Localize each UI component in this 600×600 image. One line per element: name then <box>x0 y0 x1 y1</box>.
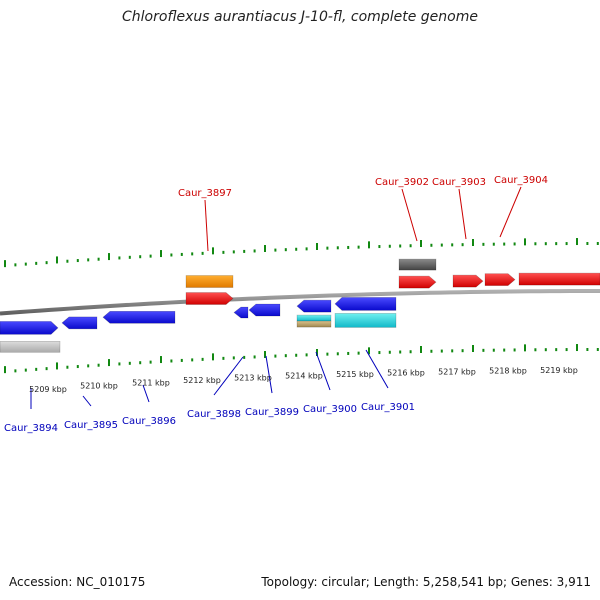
gene-forward <box>452 274 484 288</box>
gene-reverse <box>296 299 332 313</box>
callout-line <box>499 186 522 238</box>
backbone <box>0 289 600 316</box>
gene-label: Caur_3894 <box>4 423 58 434</box>
scale-tick-label: 5212 kbp <box>183 376 221 385</box>
scale-tick-label: 5215 kbp <box>336 370 374 379</box>
callout-line <box>213 356 244 396</box>
feature-gray <box>398 258 437 271</box>
gene-reverse <box>334 297 397 311</box>
scale-tick-label: 5209 kbp <box>29 385 67 394</box>
scale-tick-label: 5210 kbp <box>80 382 118 391</box>
gene-label: Caur_3897 <box>178 188 232 199</box>
scale-tick-label: 5214 kbp <box>285 371 323 380</box>
gene-label: Caur_3904 <box>494 175 548 186</box>
callout-line <box>315 351 331 391</box>
feature-cyan <box>296 314 332 322</box>
backbone-line <box>0 289 600 316</box>
tick-rows <box>4 238 599 374</box>
genome-summary-text: Topology: circular; Length: 5,258,541 bp… <box>261 575 591 589</box>
gene-reverse <box>0 321 59 335</box>
gene-label: Caur_3895 <box>64 420 118 431</box>
gene-forward <box>484 273 516 286</box>
gene-reverse <box>248 303 281 317</box>
gene-label: Caur_3900 <box>303 404 357 415</box>
gene-label: Caur_3903 <box>432 177 486 188</box>
callout-line <box>458 188 467 240</box>
callout-line <box>82 395 92 407</box>
features <box>0 258 600 353</box>
gene-forward <box>185 292 234 305</box>
gene-reverse <box>61 316 98 330</box>
gene-label: Caur_3898 <box>187 409 241 420</box>
callout-line <box>365 349 389 389</box>
feature-orange <box>185 275 234 288</box>
scale-tick-label: 5216 kbp <box>387 368 425 377</box>
gene-reverse <box>102 310 176 324</box>
inner-tick-row <box>4 344 599 374</box>
gene-label: Caur_3901 <box>361 402 415 413</box>
gene-reverse <box>233 306 249 319</box>
gene-forward <box>398 275 437 289</box>
scale-tick-label: 5211 kbp <box>132 379 170 388</box>
gene-label: Caur_3896 <box>122 416 176 427</box>
callout-line <box>142 384 150 403</box>
scale-tick-label: 5219 kbp <box>540 366 578 375</box>
callouts: Caur_3897 Caur_3902 Caur_3903 Caur_3904 Caur… <box>4 175 548 434</box>
callout-line <box>401 188 418 242</box>
scale-tick-label: 5217 kbp <box>438 367 476 376</box>
scale-tick-label: 5213 kbp <box>234 374 272 383</box>
feature-cyan <box>334 313 397 328</box>
gene-label: Caur_3899 <box>245 407 299 418</box>
feature-tan <box>296 320 332 328</box>
map-title: Chloroflexus aurantiacus J-10-fl, comple… <box>122 9 478 25</box>
gene-forward <box>518 272 600 286</box>
callout-line <box>204 199 209 252</box>
scale-labels: 5209 kbp 5210 kbp 5211 kbp 5212 kbp 5213 kbp… <box>29 366 578 394</box>
accession-text: Accession: NC_010175 <box>9 575 146 589</box>
callout-line <box>265 355 273 394</box>
outer-tick-row <box>4 238 599 268</box>
feature-lightgray <box>0 341 61 353</box>
gene-label: Caur_3902 <box>375 177 429 188</box>
scale-tick-label: 5218 kbp <box>489 367 527 376</box>
